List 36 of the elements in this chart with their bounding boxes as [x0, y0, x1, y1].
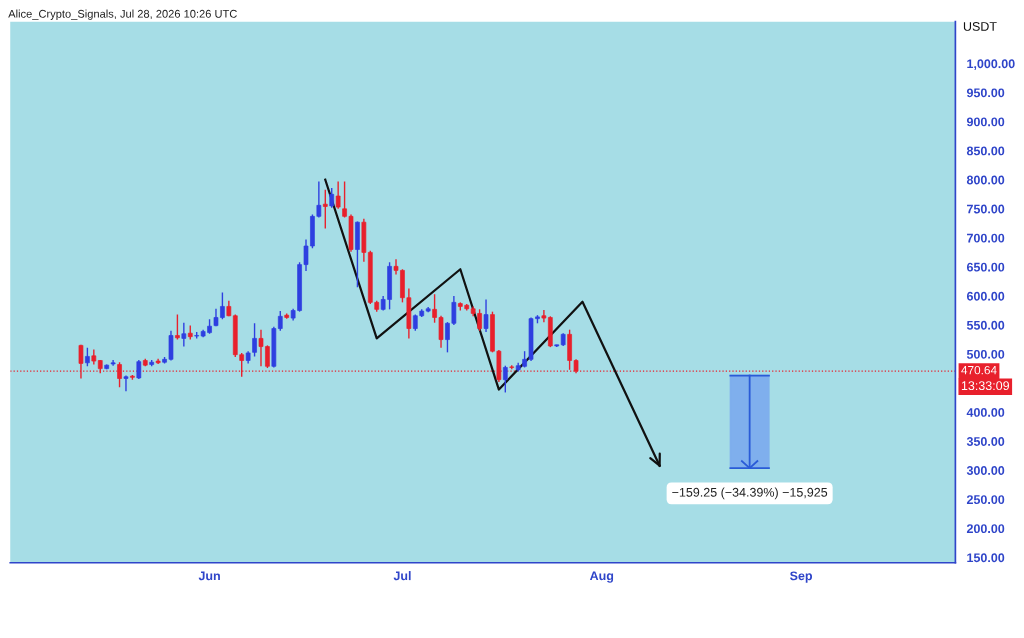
candlestick — [181, 322, 187, 348]
ref-line-label: 470.64 — [961, 365, 997, 375]
x-tick-label: Sep — [789, 571, 813, 583]
annotation: −159.25 (−34.39%) −15,925 — [672, 487, 828, 500]
x-tick-label: Aug — [589, 571, 614, 583]
y-tick-label: 150.00 — [967, 553, 1005, 563]
candlestick — [329, 187, 335, 209]
candlestick — [85, 347, 90, 367]
y-tick-label: 300.00 — [966, 466, 1005, 475]
y-tick-label: 850.00 — [966, 146, 1005, 156]
candlestick — [483, 298, 489, 333]
y-tick-label: 700.00 — [967, 233, 1005, 243]
y-tick-label: 350.00 — [966, 437, 1005, 446]
y-tick-label: 1,000.00 — [967, 59, 1015, 70]
y-tick-label: 950.00 — [966, 88, 1005, 98]
candlestick — [335, 180, 341, 210]
y-tick-label: 200.00 — [966, 524, 1005, 534]
candlestick — [322, 188, 328, 230]
y-tick-label: 800.00 — [966, 175, 1005, 185]
y-tick-label: 400.00 — [966, 408, 1005, 417]
y-tick-label: 650.00 — [966, 262, 1005, 272]
y-tick-label: 550.00 — [966, 320, 1005, 330]
candlestick — [502, 365, 508, 394]
y-axis-title: USDT — [963, 22, 997, 31]
text: 13:33:09 — [961, 381, 1010, 391]
candlestick — [175, 313, 180, 341]
x-tick-label: Jun — [198, 571, 220, 581]
chart-title: Alice_Crypto_Signals, Jul 28, 2026 10:26 UTC — [8, 9, 237, 20]
candlestick — [123, 374, 129, 392]
y-tick-label: 250.00 — [966, 495, 1005, 505]
y-tick-label: 600.00 — [966, 291, 1005, 301]
y-tick-label: 500.00 — [966, 349, 1005, 359]
x-tick-label: Jul — [393, 571, 411, 581]
candlestick — [277, 310, 283, 332]
y-tick-label: 900.00 — [966, 117, 1005, 127]
y-tick-label: 750.00 — [967, 204, 1005, 214]
